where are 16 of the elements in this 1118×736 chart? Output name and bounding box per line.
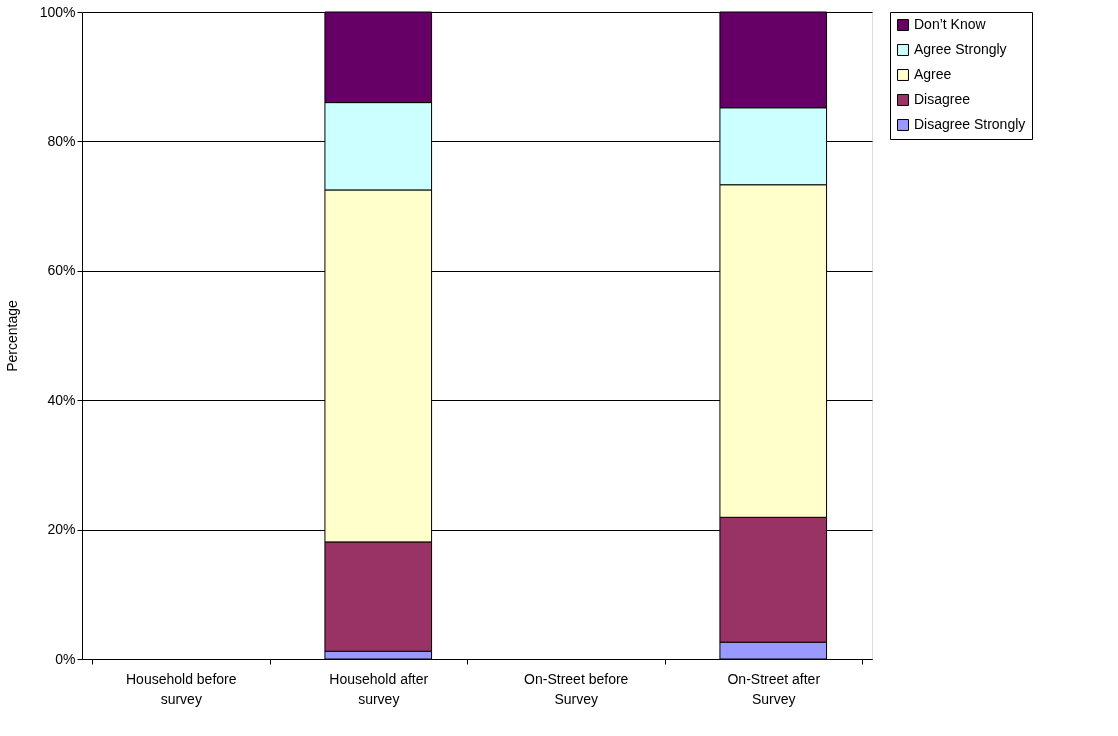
y-tick-label: 100% — [39, 3, 76, 20]
y-tick-label: 60% — [47, 262, 76, 279]
y-tick-label: 80% — [47, 132, 76, 149]
y-tick-label: 40% — [47, 391, 76, 408]
legend-label: Agree Strongly — [914, 41, 1007, 57]
x-tick-label: Household before survey — [125, 670, 237, 707]
legend-label: Agree — [914, 66, 952, 82]
y-axis-title: Percentage — [3, 299, 20, 372]
y-tick-label: 0% — [55, 650, 76, 667]
legend-label: Don’t Know — [914, 16, 987, 32]
legend-label: Disagree Strongly — [914, 116, 1026, 132]
y-tick-label: 20% — [47, 521, 76, 538]
x-tick-label: On-Street before Survey — [524, 670, 629, 707]
legend-label: Disagree — [914, 91, 971, 107]
x-tick-label: On-Street after Survey — [727, 670, 821, 707]
x-tick-label: Household after survey — [329, 670, 429, 707]
